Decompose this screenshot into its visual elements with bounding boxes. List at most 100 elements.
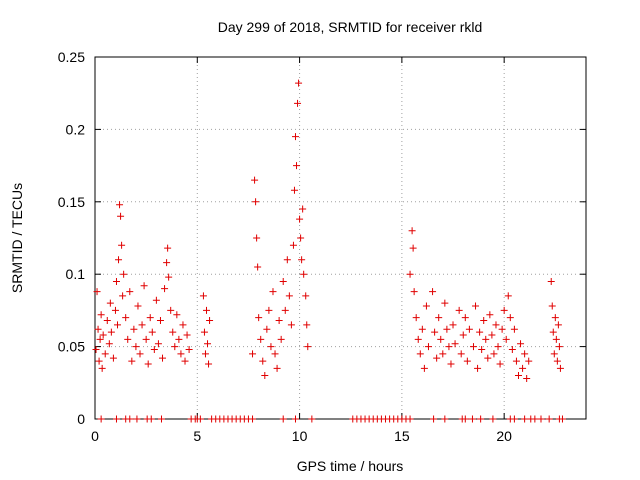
data-point (435, 314, 443, 322)
data-point (165, 273, 173, 281)
data-point (98, 364, 106, 372)
data-point (548, 302, 556, 310)
data-point (500, 306, 508, 314)
data-point (161, 285, 169, 293)
data-point (116, 201, 124, 209)
axis-ticks: 0 0.05 0.1 0.15 0.2 0.25 0 5 10 15 20 (58, 49, 586, 444)
data-point (554, 321, 562, 329)
data-point (205, 360, 213, 368)
data-point (118, 241, 126, 249)
data-point (488, 331, 496, 339)
data-point (175, 335, 183, 343)
data-point (202, 306, 210, 314)
data-point (510, 415, 518, 423)
data-point (99, 331, 107, 339)
data-point (147, 415, 155, 423)
data-point (115, 256, 123, 264)
grid-lines (95, 57, 586, 419)
data-point (445, 343, 453, 351)
data-point (498, 325, 506, 333)
data-point (249, 350, 257, 358)
data-point (406, 415, 414, 423)
data-point (92, 345, 100, 353)
data-point (477, 415, 485, 423)
data-point (433, 354, 441, 362)
data-point (455, 306, 463, 314)
data-point (463, 357, 471, 365)
data-point (416, 350, 424, 358)
data-point (171, 343, 179, 351)
data-point (101, 350, 109, 358)
data-point (159, 354, 167, 362)
data-point (443, 325, 451, 333)
data-point (408, 227, 416, 235)
data-point (476, 328, 484, 336)
data-point (249, 415, 257, 423)
data-point (429, 288, 437, 296)
data-point (261, 372, 269, 380)
data-point (204, 340, 212, 348)
data-point (252, 198, 260, 206)
data-point (112, 415, 120, 423)
data-point (254, 263, 262, 271)
data-point (105, 340, 113, 348)
data-point (200, 328, 208, 336)
x-tick-label: 5 (193, 428, 201, 444)
data-point (253, 234, 261, 242)
data-point (525, 357, 533, 365)
y-axis-label: SRMTID / TECUs (9, 183, 25, 293)
data-point (133, 415, 141, 423)
data-point (531, 415, 539, 423)
data-point (297, 234, 305, 242)
data-point (117, 212, 125, 220)
data-point (410, 288, 418, 296)
x-tick-label: 15 (394, 428, 410, 444)
data-point (482, 335, 490, 343)
data-point (551, 314, 559, 322)
data-point (120, 270, 128, 278)
data-point (506, 314, 514, 322)
data-point (112, 277, 120, 285)
data-point (537, 415, 545, 423)
data-point (150, 345, 158, 353)
data-point (494, 343, 502, 351)
data-point (439, 350, 447, 358)
data-point (489, 415, 497, 423)
data-point (431, 328, 439, 336)
data-point (441, 299, 449, 307)
data-point (199, 292, 207, 300)
data-point (486, 311, 494, 319)
data-point (156, 317, 164, 325)
data-point (414, 335, 422, 343)
data-point (265, 306, 273, 314)
data-point (478, 345, 486, 353)
data-point (255, 314, 263, 322)
data-point (293, 162, 301, 170)
data-point (302, 292, 310, 300)
data-point (472, 302, 480, 310)
data-point (285, 292, 293, 300)
data-point (122, 314, 130, 322)
data-points (92, 79, 566, 423)
data-point (201, 350, 209, 358)
data-point (556, 364, 564, 372)
data-point (130, 325, 138, 333)
data-point (424, 343, 432, 351)
data-point (179, 321, 187, 329)
data-point (263, 325, 271, 333)
data-point (267, 343, 275, 351)
data-point (298, 256, 306, 264)
data-point (474, 364, 482, 372)
data-point (469, 343, 477, 351)
data-point (157, 415, 165, 423)
chart-title: Day 299 of 2018, SRMTID for receiver rkl… (218, 19, 483, 35)
data-point (290, 186, 298, 194)
data-point (545, 415, 553, 423)
data-point (296, 215, 304, 223)
data-point (480, 317, 488, 325)
data-point (132, 343, 140, 351)
data-point (468, 415, 476, 423)
data-point (461, 415, 469, 423)
data-point (523, 374, 531, 382)
